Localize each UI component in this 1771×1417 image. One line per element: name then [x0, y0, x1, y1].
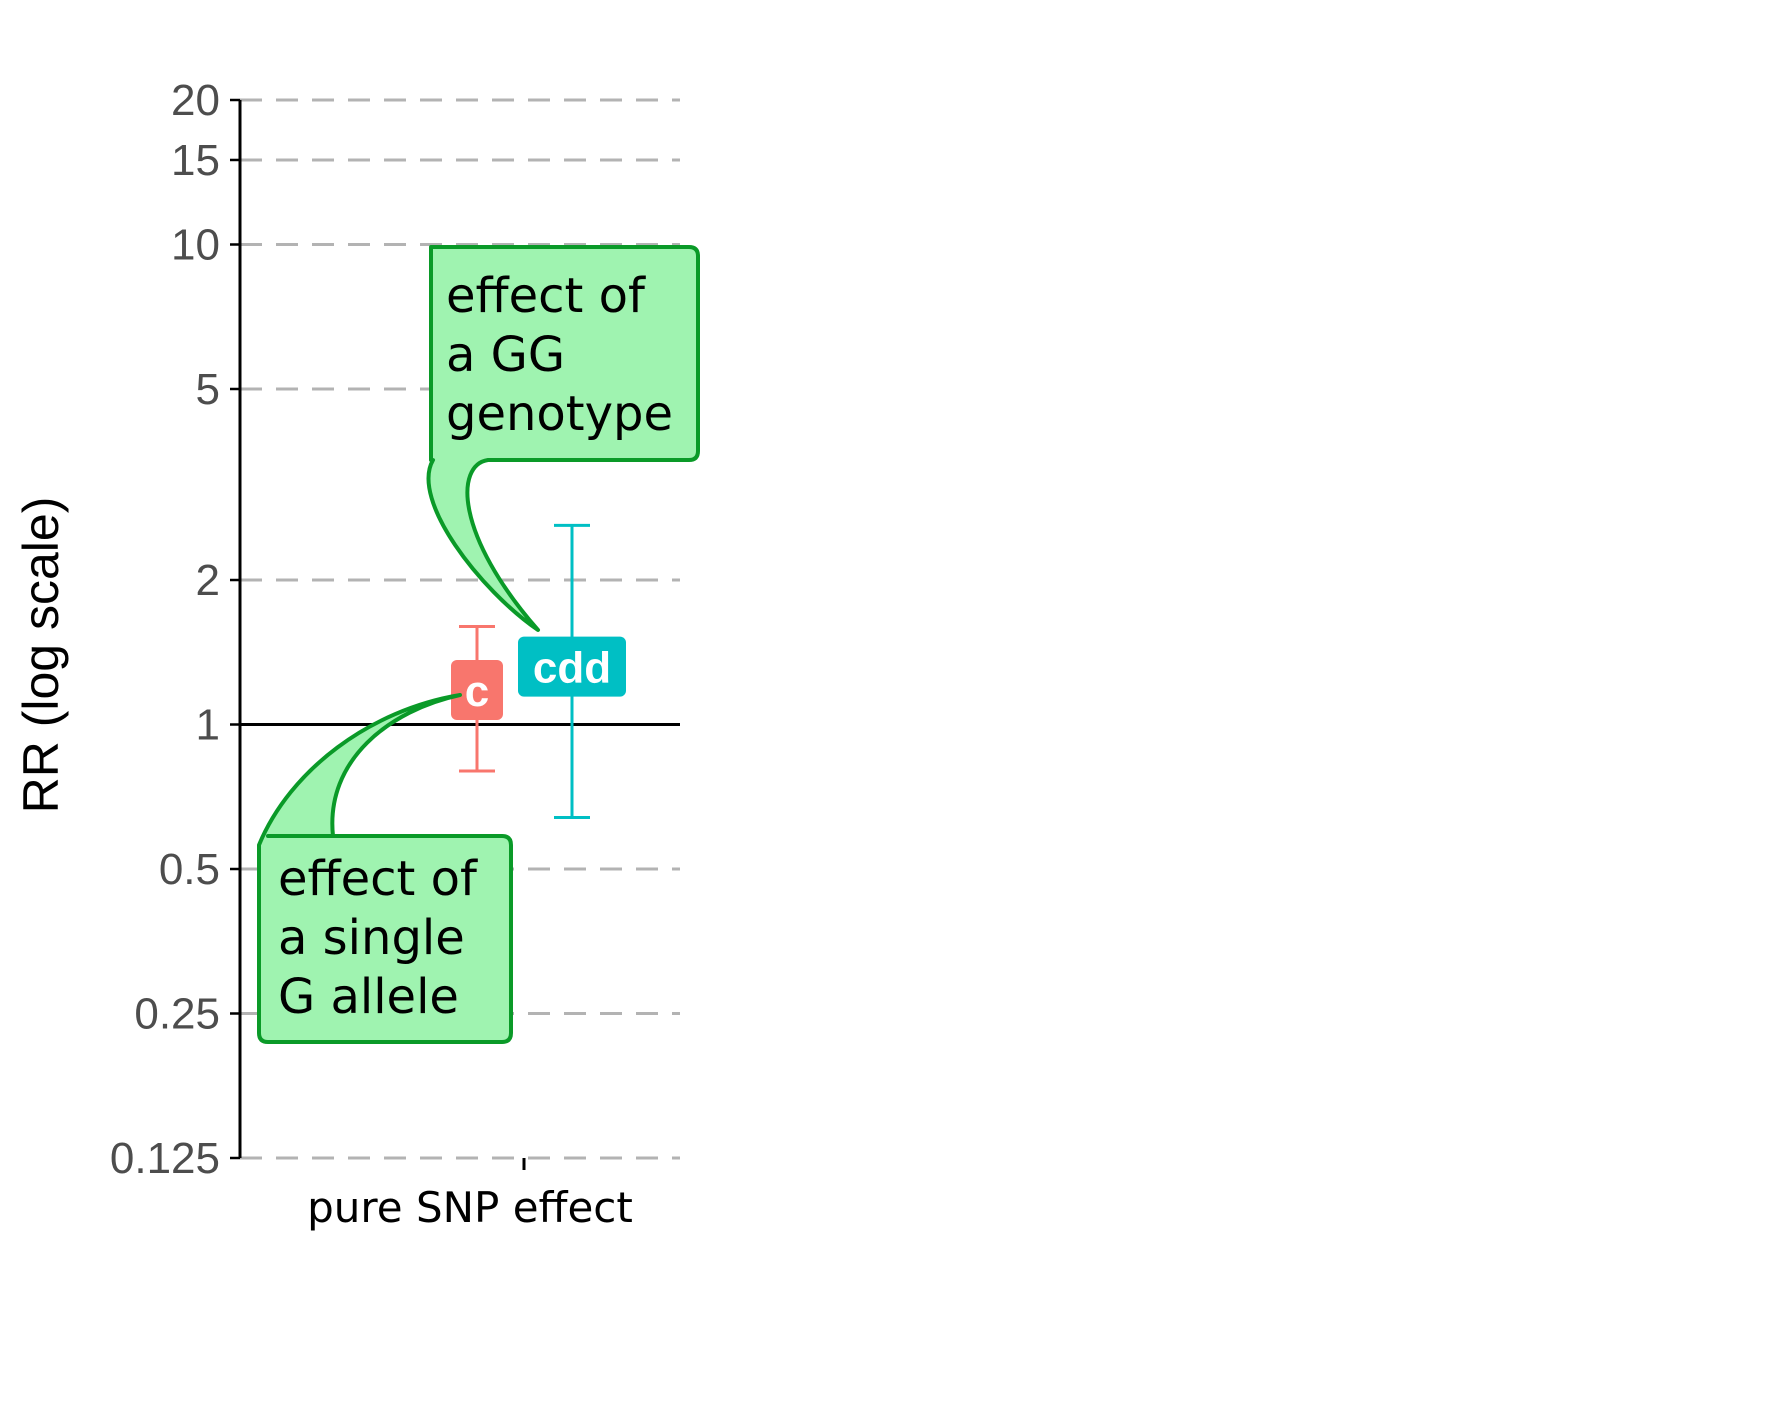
y-axis-title: RR (log scale) — [13, 497, 69, 814]
y-tick-label: 20 — [171, 76, 220, 125]
x-category-label: pure SNP effect — [307, 1183, 633, 1232]
y-tick-label: 0.125 — [110, 1134, 220, 1183]
y-tick-label: 5 — [196, 365, 220, 414]
callout-bubble — [426, 245, 700, 632]
error-bars: c cdd — [451, 523, 626, 820]
point-box-c — [451, 660, 503, 721]
callout-text-line: G allele — [278, 969, 459, 1025]
callout-text-line: effect of — [446, 268, 646, 324]
y-tick-label: 1 — [196, 701, 220, 750]
y-tick-label: 15 — [171, 136, 220, 185]
y-tick-label: 10 — [171, 220, 220, 269]
series-c: c — [451, 625, 503, 773]
y-tick-label: 0.25 — [134, 990, 220, 1039]
callout-text-line: effect of — [278, 851, 478, 907]
callout-text-line: a single — [278, 910, 465, 966]
callout-text-line: a GG — [446, 327, 565, 383]
y-tick-label: 2 — [196, 556, 220, 605]
point-label-c: c — [465, 667, 489, 716]
callout-text-line: genotype — [446, 386, 673, 442]
point-box-cdd — [518, 636, 626, 697]
callout-bubble — [257, 693, 513, 1044]
point-label-cdd: cdd — [533, 644, 611, 693]
series-cdd: cdd — [518, 523, 626, 820]
y-tick-label: 0.5 — [159, 845, 220, 894]
y-axis: 0.125 0.25 0.5 1 2 5 10 15 20 — [110, 76, 242, 1183]
